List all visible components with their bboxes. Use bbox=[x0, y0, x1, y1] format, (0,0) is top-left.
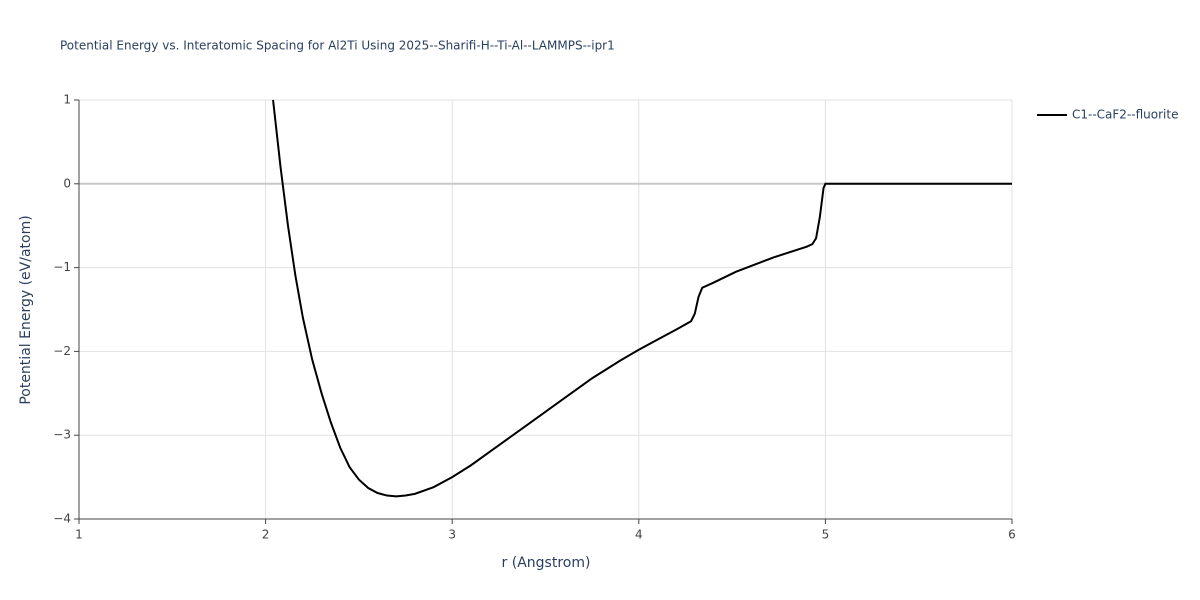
y-tick-label: −2 bbox=[53, 344, 71, 358]
x-tick-label: 5 bbox=[822, 528, 830, 542]
y-tick-label: 0 bbox=[63, 176, 71, 190]
data-line bbox=[272, 99, 1012, 498]
y-axis-label: Potential Energy (eV/atom) bbox=[18, 215, 34, 404]
y-tick-label: −4 bbox=[53, 512, 71, 526]
chart-title: Potential Energy vs. Interatomic Spacing… bbox=[60, 39, 615, 53]
y-tick-label: −3 bbox=[53, 428, 71, 442]
y-tick-label: 1 bbox=[63, 93, 71, 107]
legend-label: C1--CaF2--fluorite bbox=[1072, 108, 1178, 122]
x-tick-label: 4 bbox=[635, 528, 643, 542]
x-axis-label: r (Angstrom) bbox=[502, 555, 591, 571]
x-tick-label: 3 bbox=[448, 528, 456, 542]
x-tick-label: 2 bbox=[262, 528, 270, 542]
y-tick-label: −1 bbox=[53, 260, 71, 274]
x-tick-label: 6 bbox=[1008, 528, 1016, 542]
x-tick-label: 1 bbox=[75, 528, 83, 542]
